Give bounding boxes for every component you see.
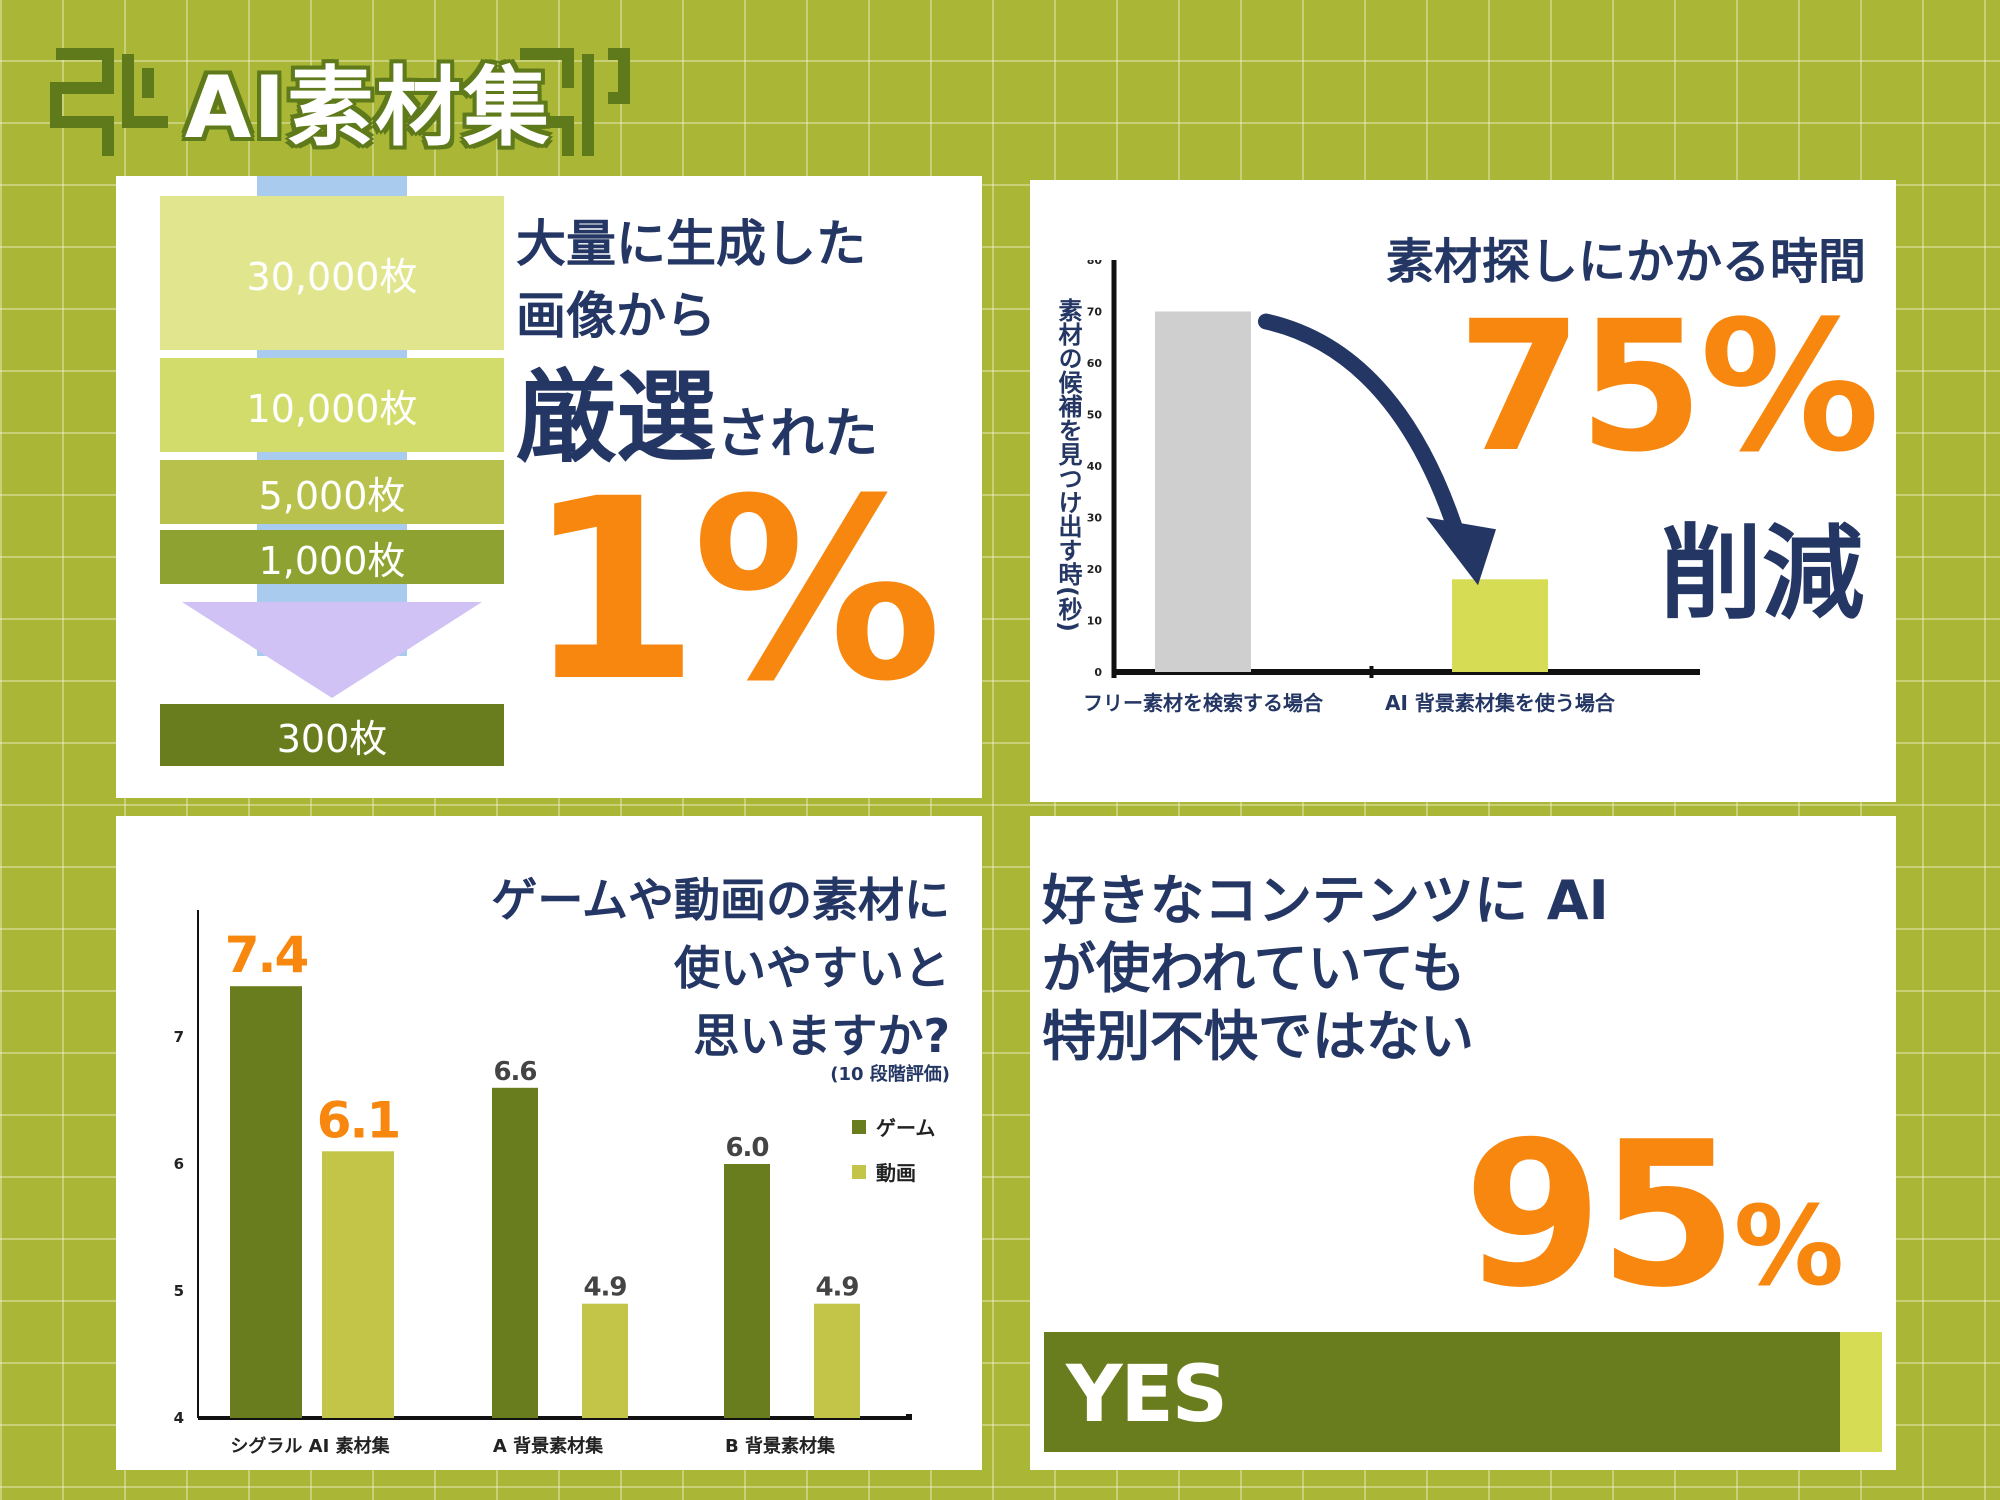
legend-swatch-video [852, 1164, 866, 1179]
x-category-label: A 背景素材集 [493, 1435, 604, 1457]
panel3-title-line2: 使いやすいと [674, 941, 950, 995]
panel3-title-line3: 思いますか? [693, 1009, 950, 1063]
panel-time-chart: 素材探しにかかる時間 75% 削減 素材の候補を見つけ出す時(秒) 0 10 20 3… [1030, 180, 1896, 802]
x-category-label: AI 背景素材集を使う場合 [1385, 691, 1616, 715]
y-tick-label: 4 [174, 1409, 184, 1427]
y-tick-label: 80 [1087, 260, 1103, 267]
y-tick-label: 50 [1087, 409, 1103, 422]
y-tick-label: 40 [1087, 460, 1103, 473]
panel2-title: 素材探しにかかる時間 [1385, 234, 1866, 290]
legend-label-video: 動画 [876, 1161, 916, 1185]
panel4-line1: 好きなコンテンツに AI [1042, 869, 1609, 932]
funnel-step-4: 1,000枚 [160, 530, 504, 584]
y-tick-label: 60 [1087, 357, 1103, 370]
panel1-heading-emphasis: 厳選 [516, 359, 716, 476]
panel-acceptance: 好きなコンテンツに AI が使われていても 特別不快ではない 95% YES [1030, 816, 1896, 1470]
panel2-y-axis-title: 素材の候補を見つけ出す時(秒) [1054, 298, 1082, 632]
y-tick-label: 20 [1087, 563, 1103, 576]
bar-1 [1155, 311, 1251, 672]
data-label: 7.4 [225, 926, 308, 984]
panel1-heading-big: 厳選された [516, 336, 878, 481]
y-tick-label: 6 [174, 1155, 184, 1173]
funnel-step-3: 5,000枚 [160, 460, 504, 524]
x-category-label: シグラル AI 素材集 [230, 1435, 390, 1457]
panel1-heading-line2: 画像から [516, 287, 716, 345]
data-label: 6.6 [493, 1057, 536, 1087]
y-tick-label: 70 [1087, 306, 1103, 319]
funnel-step-1: 30,000枚 [160, 196, 504, 350]
legend-swatch-game [852, 1119, 866, 1134]
x-axis-end-mark [906, 1414, 912, 1420]
y-tick-label: 0 [1094, 666, 1102, 679]
data-label: 4.9 [815, 1273, 858, 1303]
legend-label-game: ゲーム [876, 1116, 936, 1140]
panel4-percent-number: 95 [1463, 1099, 1737, 1332]
panel2-percent: 75% [1457, 283, 1880, 492]
panel2-subtitle: 削減 [1660, 515, 1864, 634]
legend-item-video: 動画 [852, 1157, 935, 1186]
y-tick-label: 5 [174, 1282, 184, 1300]
funnel-step-2: 10,000枚 [160, 358, 504, 452]
reduction-arrow-icon [1258, 313, 1468, 552]
yes-label: YES [1066, 1350, 1228, 1440]
panel-selection: 30,000枚 10,000枚 5,000枚 1,000枚 300枚 大量に生成… [116, 176, 982, 798]
logo-frame-icon [50, 48, 630, 156]
chart-search-time: 0 10 20 30 40 50 60 70 80 フリー素材を検索する場合 AI 背景素材集を使う… [1083, 260, 1700, 715]
bar-video-2 [582, 1303, 628, 1418]
panel3-scale-note: (10 段階評価) [830, 1064, 950, 1085]
funnel-result: 300枚 [160, 704, 504, 766]
panel4-percent: 95% [1463, 1116, 1844, 1316]
bar-game-2 [492, 1087, 538, 1418]
panel4-percent-sign: % [1733, 1182, 1844, 1310]
panel1-heading-suffix: された [716, 402, 878, 465]
y-tick-label: 10 [1087, 615, 1103, 628]
logo: AI素材集 [48, 38, 632, 160]
yes-bar-fill [1044, 1332, 1841, 1452]
x-category-label: B 背景素材集 [725, 1435, 836, 1457]
y-tick-label: 30 [1087, 512, 1103, 525]
panel-usability-chart: ゲームや動画の素材に 使いやすいと 思いますか? (10 段階評価) ゲーム 動… [116, 816, 982, 1470]
legend: ゲーム 動画 [852, 1112, 935, 1186]
panel1-percent: 1% [526, 445, 942, 736]
panel1-heading-line1: 大量に生成した [516, 215, 866, 273]
x-category-label: フリー素材を検索する場合 [1083, 691, 1324, 715]
data-label: 6.0 [725, 1133, 768, 1163]
bar-video-1 [322, 1151, 394, 1418]
data-label: 4.9 [583, 1273, 626, 1303]
data-label: 6.1 [317, 1091, 400, 1149]
y-tick-label: 7 [174, 1028, 184, 1046]
legend-item-game: ゲーム [852, 1112, 935, 1141]
bar-game-3 [724, 1164, 770, 1418]
panel4-line3: 特別不快ではない [1042, 1005, 1474, 1068]
yes-bar-track: YES [1044, 1332, 1882, 1452]
panel4-line2: が使われていても [1042, 937, 1466, 1000]
logo-text: AI素材集 [184, 57, 552, 158]
bar-game-1 [230, 986, 302, 1418]
bar-2 [1452, 579, 1548, 672]
reduction-arrowhead-icon [1426, 517, 1496, 586]
bar-video-3 [814, 1303, 860, 1418]
chart-usability: 4 5 6 7 7.4 6.1 シグラル AI 素材集 6.6 4.9 A 背景素材集 6.0 4.9… [174, 910, 912, 1457]
panel3-title-line1: ゲームや動画の素材に [491, 873, 950, 927]
funnel-arrow-icon [182, 602, 482, 698]
